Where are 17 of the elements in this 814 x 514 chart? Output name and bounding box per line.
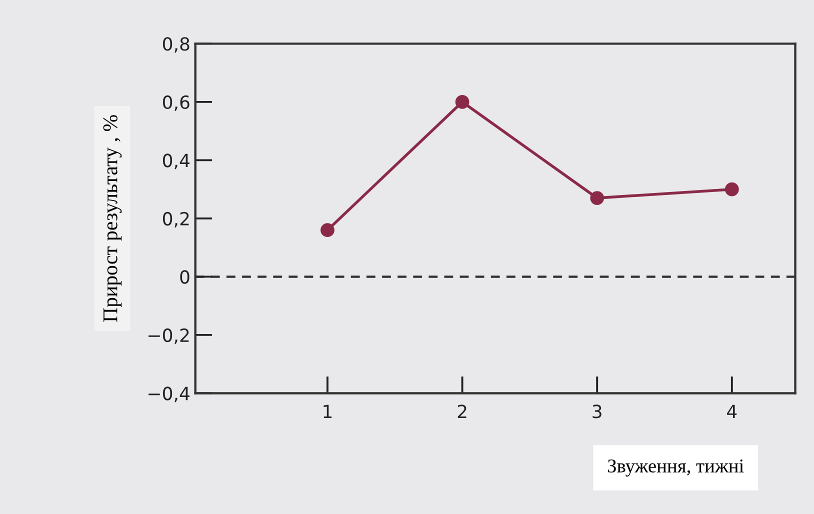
point [590,191,604,206]
point [320,223,334,238]
x-axis-title: Звуження, тижні [608,459,744,477]
x-tick-label: 1 [324,404,332,418]
point [724,182,739,196]
y-tick-label: 0,2 [162,212,189,228]
y-tick-label: −0,4 [148,386,190,402]
y-axis-title: Прирост результату , % [103,115,122,322]
y-tick-label: 0 [180,270,190,284]
x-tick-label: 2 [458,404,466,418]
x-tick-label: 4 [727,404,737,418]
y-tick-label: 0,8 [162,37,190,53]
point [455,95,470,109]
y-tick-label: 0,6 [162,95,190,111]
y-tick-label: 0,4 [162,154,190,170]
y-tick-label: −0,2 [148,328,189,344]
x-tick-label: 3 [592,404,602,418]
